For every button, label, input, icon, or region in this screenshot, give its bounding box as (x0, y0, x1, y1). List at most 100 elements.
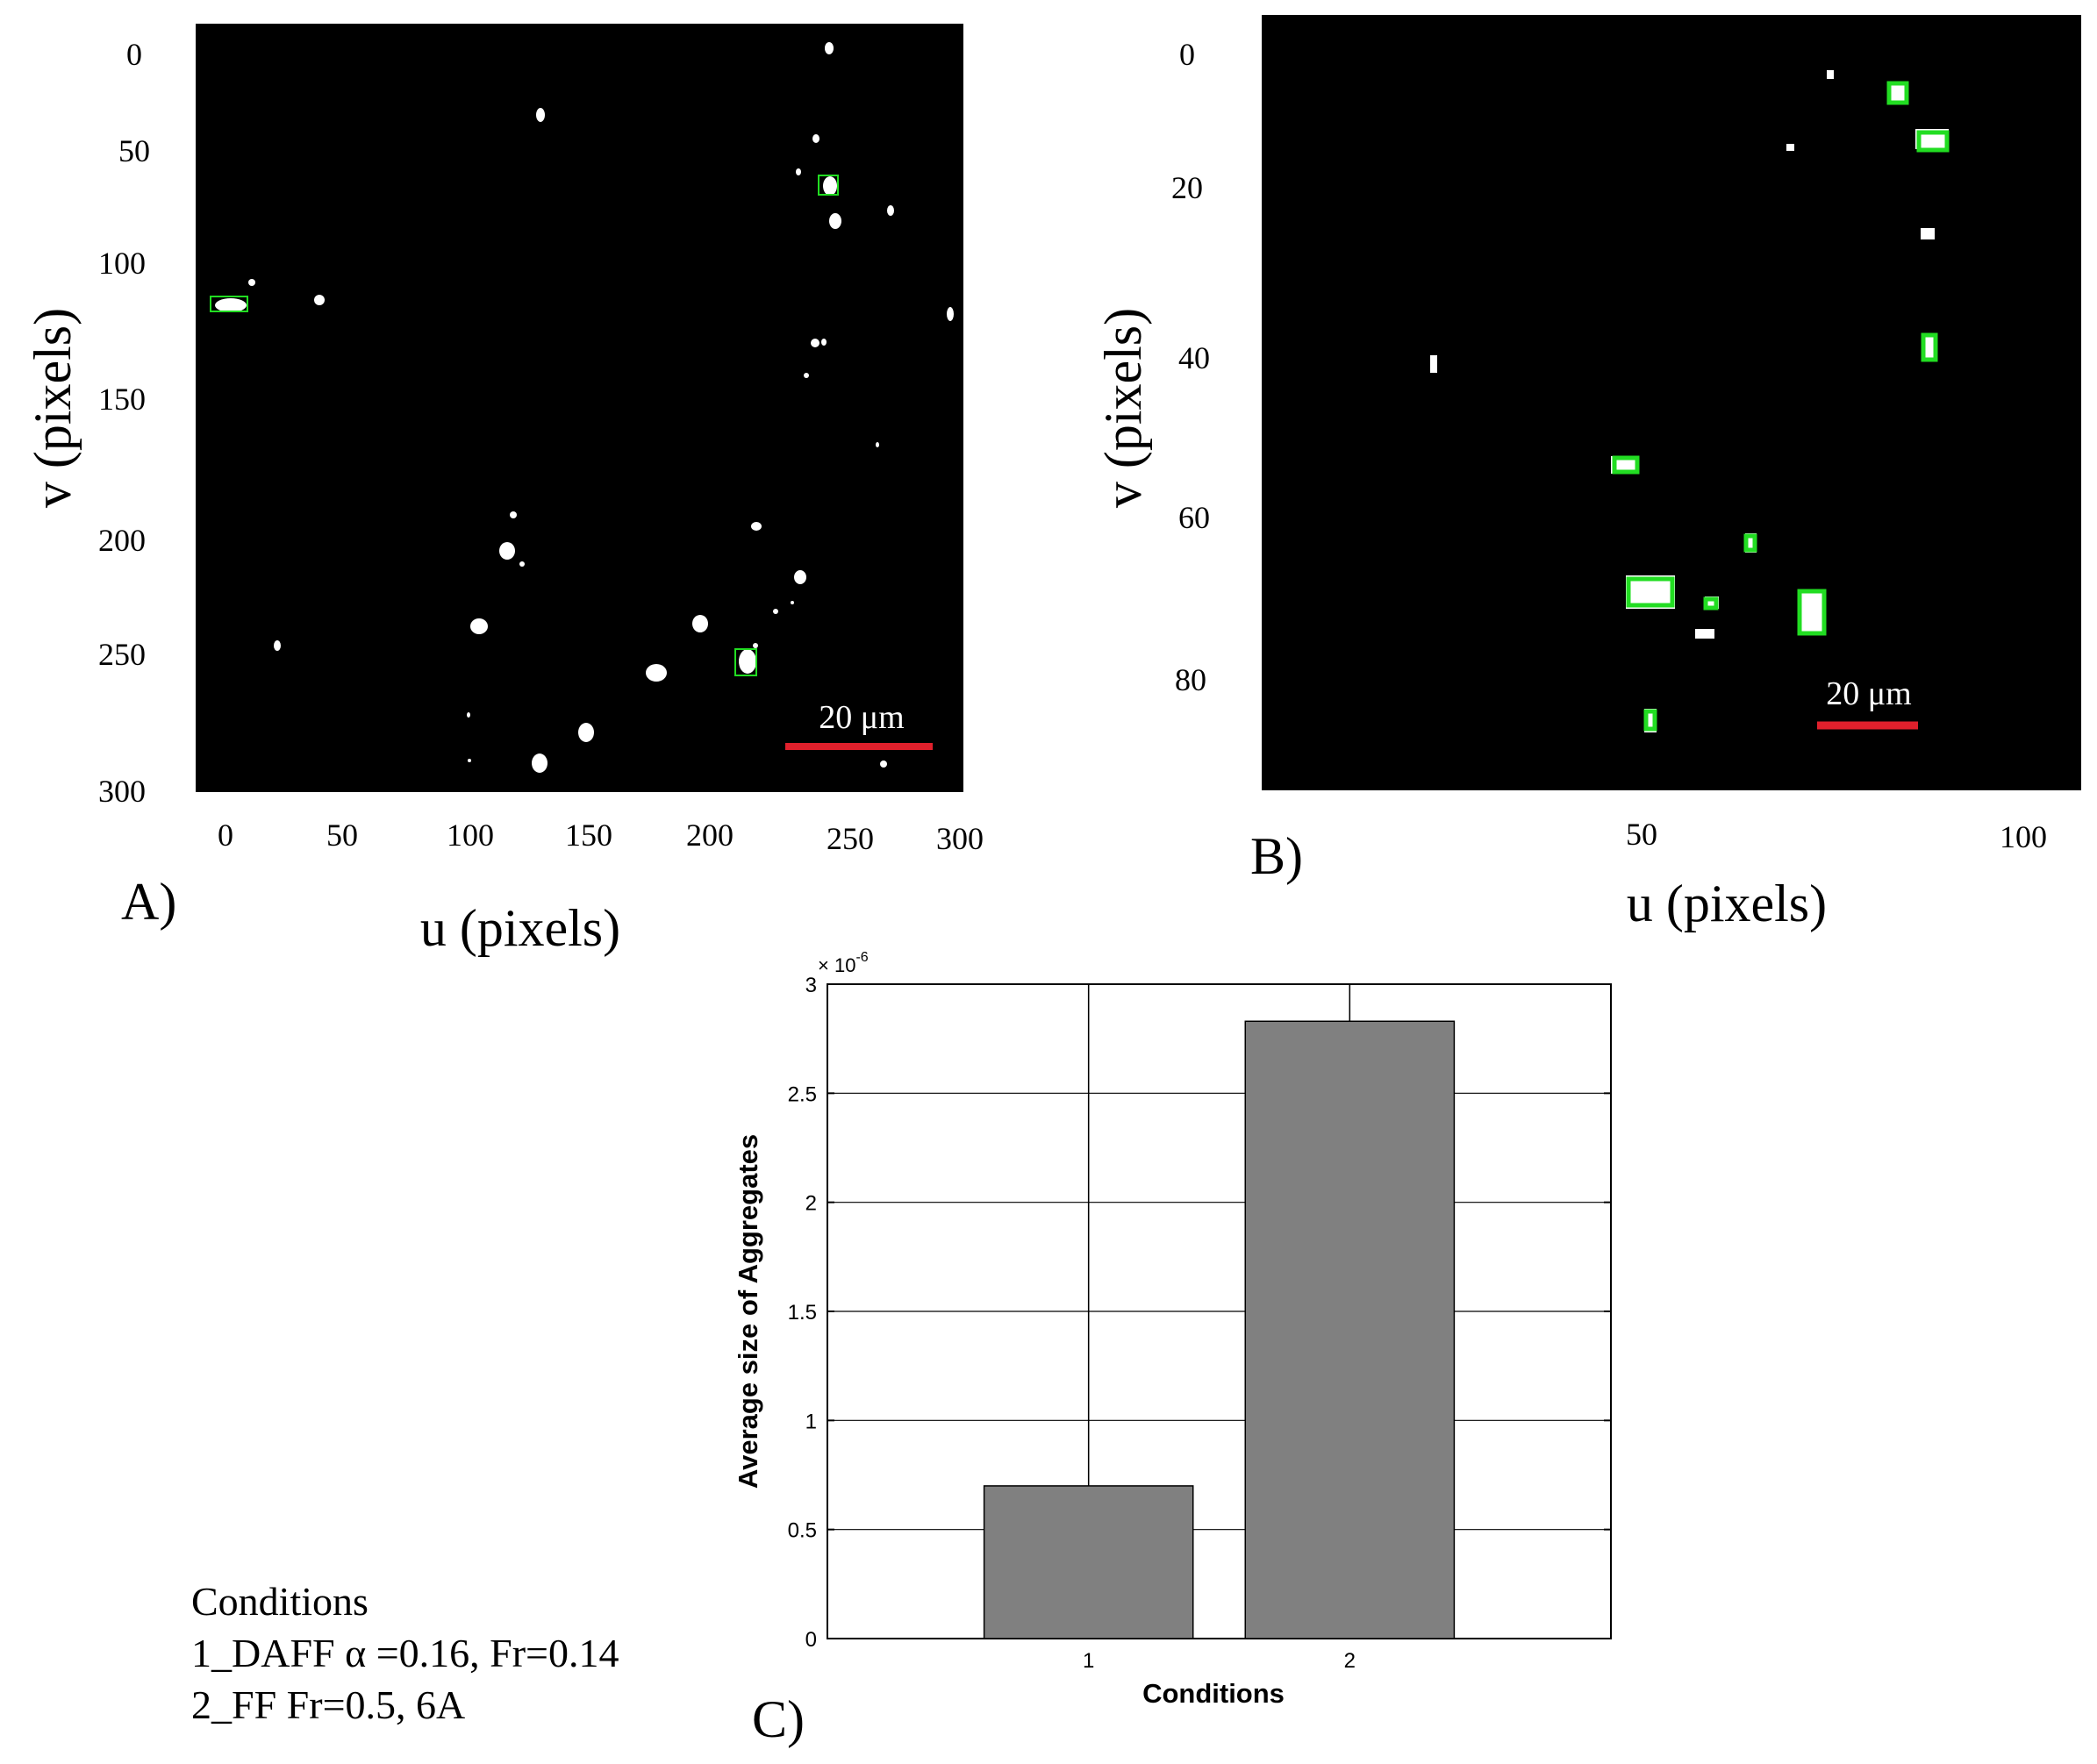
detection-box (1916, 130, 1950, 153)
aggregate-blob (829, 213, 841, 229)
y-tick-label: 2 (805, 1192, 817, 1216)
panel-b-y-tick: 60 (1178, 500, 1210, 535)
panel-c-letter: C) (752, 1690, 805, 1748)
panel-a-x-tick: 200 (686, 818, 734, 853)
panel-a-y-tick: 200 (98, 523, 146, 558)
aggregate-blob (811, 339, 819, 347)
aggregate-blob (804, 373, 809, 378)
panel-a-y-tick: 300 (98, 774, 146, 809)
aggregate-blob (1921, 228, 1935, 239)
conditions-legend: Conditions 1_DAFF α =0.16, Fr=0.14 2_FF … (191, 1575, 619, 1731)
detection-box (1612, 455, 1640, 475)
aggregate-blob (794, 570, 806, 584)
aggregate-blob (1611, 456, 1639, 474)
panel-b-y-label: v (pixels) (1094, 308, 1152, 508)
y-tick-label: 1.5 (788, 1301, 817, 1325)
aggregate-blob (773, 609, 778, 614)
detection-box (1743, 533, 1757, 553)
panel-b-y-tick: 20 (1171, 170, 1203, 205)
panel-b-y-tick: 0 (1179, 37, 1195, 72)
aggregate-blob (499, 542, 515, 560)
panel-a-y-label: v (pixels) (24, 308, 82, 508)
detection-box (1921, 332, 1938, 362)
aggregate-blob (876, 442, 879, 447)
panel-b: 20 μm 0 20 40 60 80 50 100 v (pixels) u … (1094, 15, 2081, 932)
y-tick-label: 0.5 (788, 1519, 817, 1543)
aggregate-blob (532, 753, 548, 773)
aggregate-blob (825, 42, 834, 54)
panel-b-letter: B) (1250, 827, 1303, 885)
aggregate-blob (791, 601, 794, 604)
aggregate-blob (751, 522, 762, 531)
aggregate-blob (578, 723, 594, 742)
panel-a-y-ticks: 0 50 100 150 200 250 300 (98, 37, 150, 809)
detection-box (1626, 576, 1675, 608)
panel-b-y-tick: 40 (1178, 340, 1210, 375)
y-exponent: × 10-6 (818, 950, 869, 976)
panel-a-image (196, 24, 963, 792)
panel-a-x-tick: 100 (447, 818, 494, 853)
aggregate-blob (248, 279, 255, 286)
y-tick-label: 1 (805, 1410, 817, 1433)
panel-a-aggregates (210, 42, 954, 773)
panel-a-y-tick: 50 (118, 133, 150, 168)
y-axis-label: Average size of Aggregates (733, 1134, 763, 1489)
aggregate-blob (947, 307, 954, 321)
panel-b-y-ticks: 0 20 40 60 80 (1171, 37, 1210, 697)
aggregate-blob (314, 295, 325, 305)
panel-a-x-tick: 150 (565, 818, 612, 853)
panel-a-x-tick: 300 (936, 821, 984, 856)
panel-a-x-tick: 250 (827, 821, 874, 856)
aggregate-blob (887, 205, 894, 216)
panel-a-scale-bar-label: 20 μm (819, 699, 904, 736)
panel-a: 20 μm 0 50 100 150 200 250 300 0 50 100 … (24, 24, 984, 957)
detection-box (1703, 596, 1719, 611)
aggregate-blob (1430, 355, 1437, 373)
x-tick-label: 1 (1083, 1649, 1094, 1673)
panel-b-x-label: u (pixels) (1627, 875, 1827, 932)
aggregate-blob (739, 649, 756, 674)
aggregate-blob (823, 176, 837, 196)
detection-box (1886, 81, 1909, 105)
panel-b-x-tick: 100 (2000, 819, 2047, 854)
aggregate-blob (880, 761, 887, 768)
legend-title: Conditions (191, 1579, 369, 1624)
bars (983, 984, 1456, 1639)
aggregate-blob (1827, 70, 1834, 79)
y-tick-label: 2.5 (788, 1082, 817, 1106)
detection-box (210, 296, 248, 312)
y-tick-label: 3 (805, 974, 817, 997)
detection-box (818, 175, 839, 196)
panel-a-letter: A) (121, 873, 176, 931)
legend-line: 2_FF Fr=0.5, 6A (191, 1682, 466, 1727)
aggregate-blob (1786, 144, 1794, 151)
legend-line: 1_DAFF α =0.16, Fr=0.14 (191, 1631, 619, 1675)
aggregate-blob (215, 298, 247, 312)
panel-b-image (1262, 15, 2081, 790)
aggregate-blob (467, 712, 470, 718)
x-axis-label: Conditions (1142, 1678, 1285, 1709)
bar (1244, 1020, 1456, 1639)
aggregate-blob (1889, 83, 1908, 104)
aggregate-blob (821, 339, 827, 346)
aggregate-blob (646, 664, 667, 682)
panel-a-x-label: u (pixels) (420, 899, 620, 957)
aggregate-blob (692, 615, 708, 632)
panel-a-x-tick: 50 (326, 818, 358, 853)
aggregate-blob (519, 561, 525, 567)
aggregate-blob (536, 108, 545, 122)
aggregate-blob (274, 640, 281, 651)
aggregate-blob (796, 168, 801, 175)
x-tick-label: 2 (1344, 1649, 1356, 1673)
panel-b-x-tick: 50 (1626, 817, 1657, 852)
bar (983, 1485, 1194, 1639)
y-tick-label: 0 (805, 1628, 817, 1652)
panel-a-y-tick: 0 (126, 37, 142, 72)
aggregate-blob (470, 618, 488, 634)
panel-a-y-tick: 250 (98, 637, 146, 672)
panel-a-y-tick: 100 (98, 246, 146, 281)
panel-b-scale-bar-label: 20 μm (1826, 675, 1911, 712)
